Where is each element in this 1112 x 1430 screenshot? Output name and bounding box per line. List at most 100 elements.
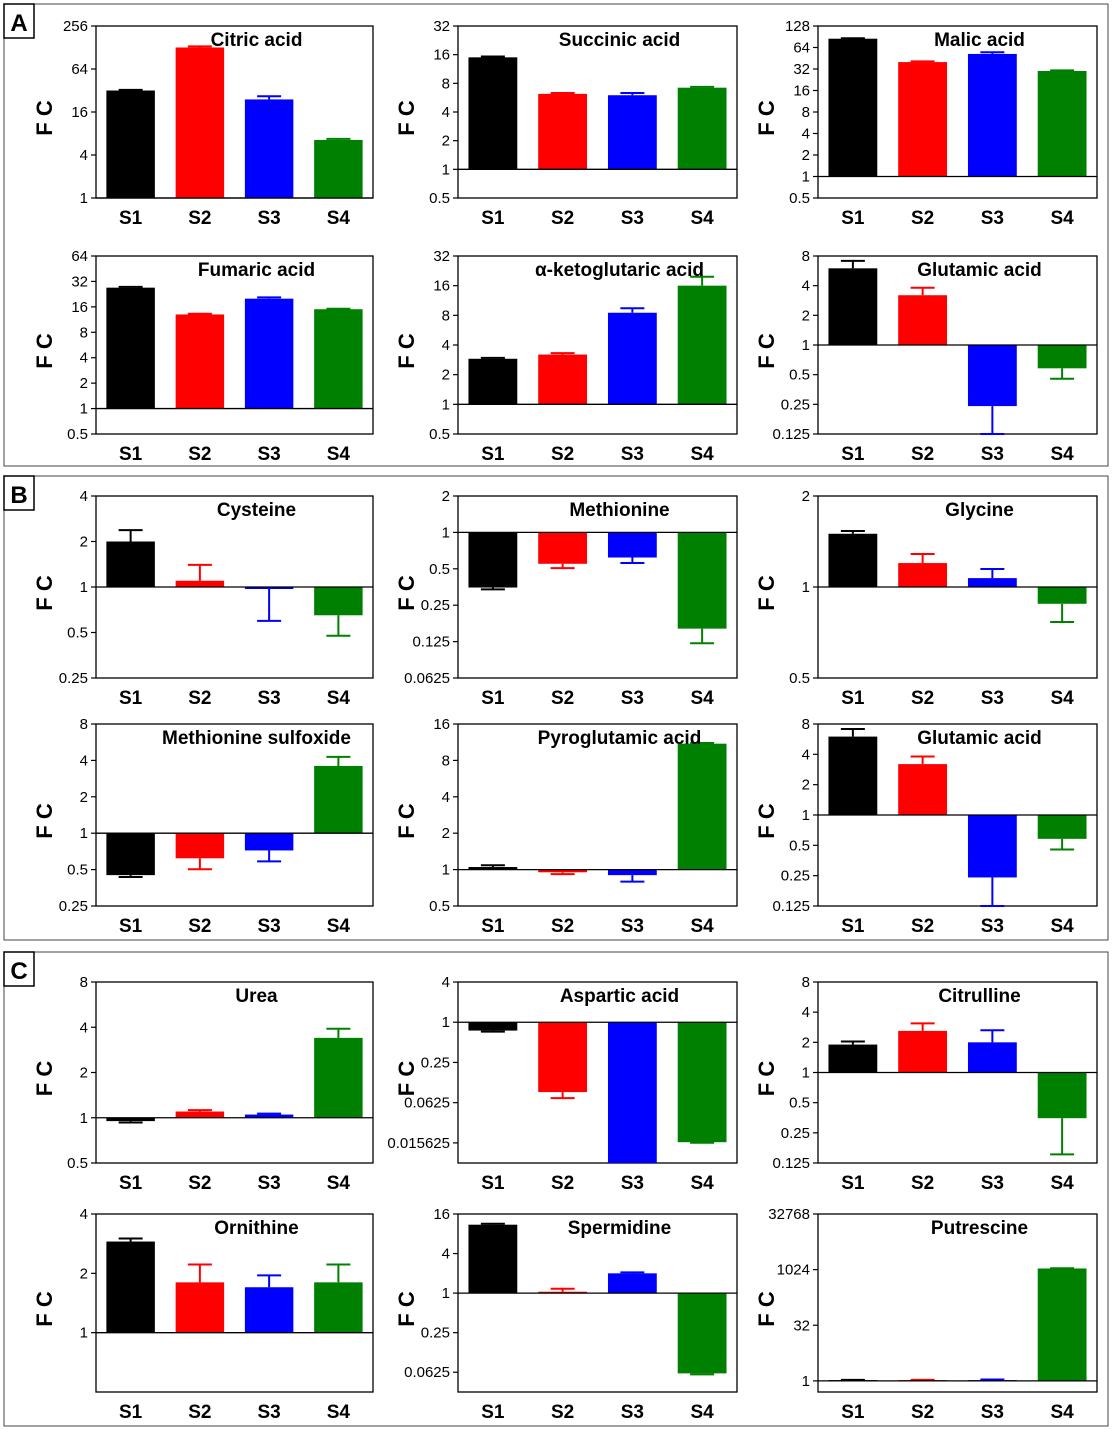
bar-s3 <box>967 578 1017 587</box>
bar-s4 <box>677 285 727 405</box>
y-tick-label: 0.0625 <box>404 1364 450 1381</box>
section-label: C <box>10 958 27 985</box>
chart-title: Glutamic acid <box>917 260 1042 281</box>
y-tick-label: 2 <box>80 534 88 551</box>
y-tick-label: 16 <box>71 104 88 121</box>
y-axis-label: F C <box>394 575 419 611</box>
y-tick-label: 1 <box>802 579 810 596</box>
y-tick-label: 0.25 <box>781 396 810 413</box>
y-tick-label: 1 <box>442 396 450 413</box>
y-tick-label: 8 <box>80 974 88 991</box>
y-tick-label: 32768 <box>768 1206 810 1223</box>
chart-title: Fumaric acid <box>198 260 315 281</box>
x-tick-label: S3 <box>621 688 644 709</box>
y-tick-label: 4 <box>802 278 810 295</box>
bar-s1 <box>468 358 518 405</box>
y-axis-label: F C <box>32 1291 57 1327</box>
section-frame <box>3 951 1109 1427</box>
chart-glutamic-acid: 8 4 2 1 0.5 0.25 0.125 F C S1 S2 S3 S4 Glutamic acid <box>754 716 1098 937</box>
x-tick-label: S1 <box>841 688 865 709</box>
y-tick-label: 1 <box>802 337 810 354</box>
x-tick-label: S1 <box>841 1402 865 1423</box>
bar-s2 <box>175 1282 225 1333</box>
x-tick-label: S3 <box>258 916 281 937</box>
x-tick-label: S3 <box>258 444 281 465</box>
bar-s2 <box>898 764 948 815</box>
x-tick-label: S4 <box>691 444 715 465</box>
chart-title: α-ketoglutaric acid <box>535 260 704 281</box>
x-tick-label: S1 <box>119 444 143 465</box>
x-tick-label: S3 <box>981 208 1004 229</box>
y-tick-label: 4 <box>80 1206 88 1223</box>
x-tick-label: S4 <box>1051 916 1075 937</box>
y-axis-label: F C <box>32 100 57 136</box>
section-label-box <box>3 475 35 511</box>
x-tick-label: S3 <box>621 916 644 937</box>
x-tick-label: S3 <box>981 1402 1004 1423</box>
y-tick-label: 1 <box>802 1065 810 1082</box>
chart-putrescine: 32768 1024 32 1 F C S1 S2 S3 S4 Putrescine <box>754 1206 1098 1423</box>
x-tick-label: S4 <box>1051 444 1075 465</box>
y-axis-label: F C <box>32 803 57 839</box>
bar-s4 <box>677 87 727 170</box>
x-tick-label: S1 <box>481 688 505 709</box>
y-axis-label: F C <box>754 803 779 839</box>
y-tick-label: 4 <box>442 789 450 806</box>
chart-urea: 8 4 2 1 0.5 F C S1 S2 S3 S4 Urea <box>32 974 374 1194</box>
x-tick-label: S2 <box>551 1173 574 1194</box>
plot-frame <box>95 255 374 435</box>
x-tick-label: S1 <box>481 916 505 937</box>
y-tick-label: 0.5 <box>67 1155 88 1172</box>
bar-s1 <box>106 541 155 587</box>
y-tick-label: 8 <box>802 104 810 121</box>
y-tick-label: 0.5 <box>789 190 810 207</box>
bar-s2 <box>898 563 948 587</box>
chart-citrulline: 8 4 2 1 0.5 0.25 0.125 F C S1 S2 S3 S4 Citrulline <box>754 974 1098 1194</box>
y-tick-label: 1 <box>80 825 88 842</box>
x-tick-label: S4 <box>327 1173 351 1194</box>
x-tick-label: S4 <box>691 1402 715 1423</box>
x-tick-label: S1 <box>119 688 143 709</box>
x-tick-label: S2 <box>911 444 934 465</box>
y-tick-label: 0.125 <box>772 898 810 915</box>
x-tick-label: S1 <box>481 208 505 229</box>
plot-frame <box>95 1213 374 1393</box>
y-tick-label: 0.5 <box>67 862 88 879</box>
y-axis-label: F C <box>754 333 779 369</box>
y-tick-label: 0.125 <box>772 426 810 443</box>
bar-s3 <box>244 833 294 851</box>
y-tick-label: 256 <box>63 18 88 35</box>
y-tick-label: 2 <box>80 789 88 806</box>
y-tick-label: 8 <box>442 75 450 92</box>
bar-s1 <box>106 287 155 409</box>
bar-s2 <box>898 295 948 345</box>
x-tick-label: S1 <box>119 208 143 229</box>
x-tick-label: S1 <box>841 208 865 229</box>
y-tick-label: 0.25 <box>59 898 88 915</box>
section-frame <box>3 3 1109 467</box>
x-tick-label: S2 <box>551 688 574 709</box>
x-tick-label: S3 <box>258 688 281 709</box>
chart-cysteine: 4 2 1 0.5 0.25 F C S1 S2 S3 S4 Cysteine <box>32 488 374 709</box>
x-tick-label: S2 <box>551 444 574 465</box>
y-tick-label: 1 <box>80 1110 88 1127</box>
bar-s3 <box>244 99 294 198</box>
y-tick-label: 128 <box>785 18 810 35</box>
bar-s4 <box>677 1022 727 1143</box>
x-tick-label: S2 <box>188 444 211 465</box>
bar-s3 <box>244 1287 294 1333</box>
y-tick-label: 2 <box>80 375 88 392</box>
y-tick-label: 16 <box>433 278 450 295</box>
section-c: C 8 4 2 1 0.5 F C S1 S2 S3 S4 Urea 4 1 0.25 0.0625 0.015… <box>3 951 1109 1427</box>
x-tick-label: S3 <box>981 1173 1004 1194</box>
y-tick-label: 16 <box>433 47 450 64</box>
section-label: B <box>10 482 27 509</box>
y-tick-label: 8 <box>80 324 88 341</box>
y-tick-label: 4 <box>442 974 450 991</box>
y-tick-label: 1 <box>80 190 88 207</box>
y-tick-label: 0.25 <box>781 868 810 885</box>
chart-title: Citric acid <box>211 30 303 51</box>
x-tick-label: S3 <box>621 1173 644 1194</box>
x-tick-label: S3 <box>981 688 1004 709</box>
